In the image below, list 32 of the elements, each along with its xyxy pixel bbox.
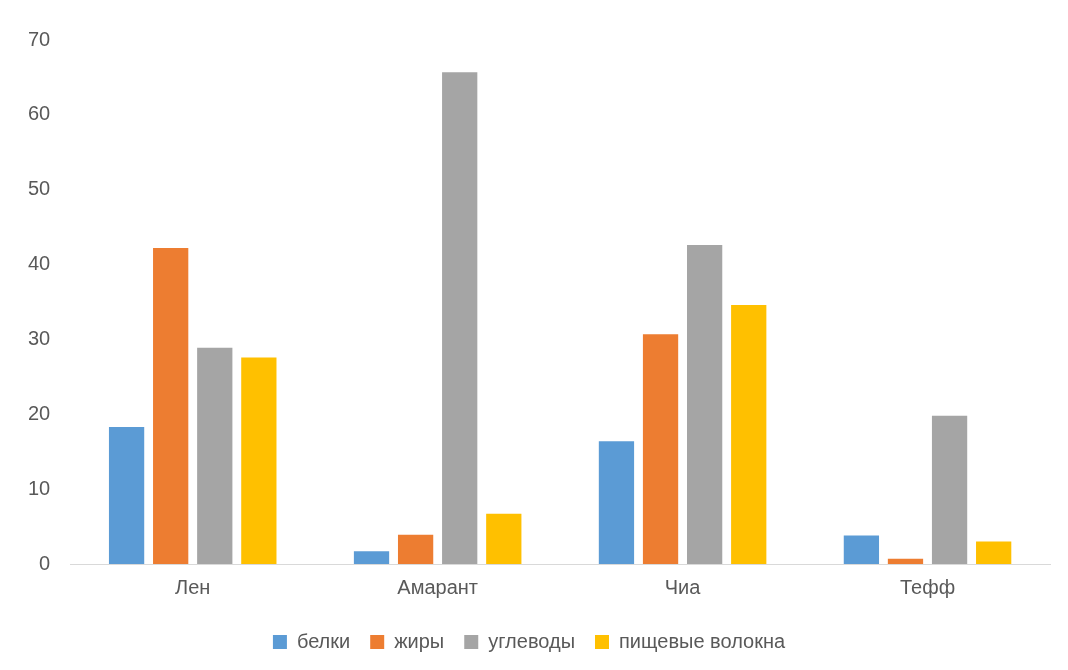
legend-label: жиры <box>394 629 445 652</box>
x-tick-label: Чиа <box>664 575 702 598</box>
legend-label: белки <box>296 629 351 652</box>
y-tick-label: 60 <box>28 102 51 125</box>
bar <box>642 334 679 564</box>
bar <box>687 245 723 564</box>
bar <box>241 357 277 564</box>
bar <box>486 513 522 564</box>
bar <box>976 541 1012 564</box>
y-tick-label: 0 <box>39 551 51 574</box>
x-tick-label: Тефф <box>899 575 956 598</box>
bar <box>731 304 767 564</box>
y-tick-label: 10 <box>28 476 51 499</box>
legend-label: углеводы <box>488 629 576 652</box>
y-tick-label: 50 <box>28 177 51 200</box>
legend-label: пищевые волокна <box>619 629 786 652</box>
y-tick-label: 30 <box>28 326 51 349</box>
y-tick-label: 20 <box>28 401 51 424</box>
x-tick-label: Амарант <box>397 575 478 598</box>
bar <box>887 558 924 564</box>
bar <box>197 347 233 564</box>
bar <box>397 534 434 564</box>
bar <box>108 427 145 564</box>
bar <box>353 551 390 564</box>
bar <box>153 248 189 564</box>
x-tick-label: Лен <box>175 575 211 598</box>
bar <box>442 72 478 564</box>
y-tick-label: 40 <box>28 252 51 275</box>
y-tick-label: 70 <box>28 27 51 50</box>
bar <box>598 441 635 564</box>
bar <box>931 415 968 564</box>
bar <box>843 535 880 564</box>
